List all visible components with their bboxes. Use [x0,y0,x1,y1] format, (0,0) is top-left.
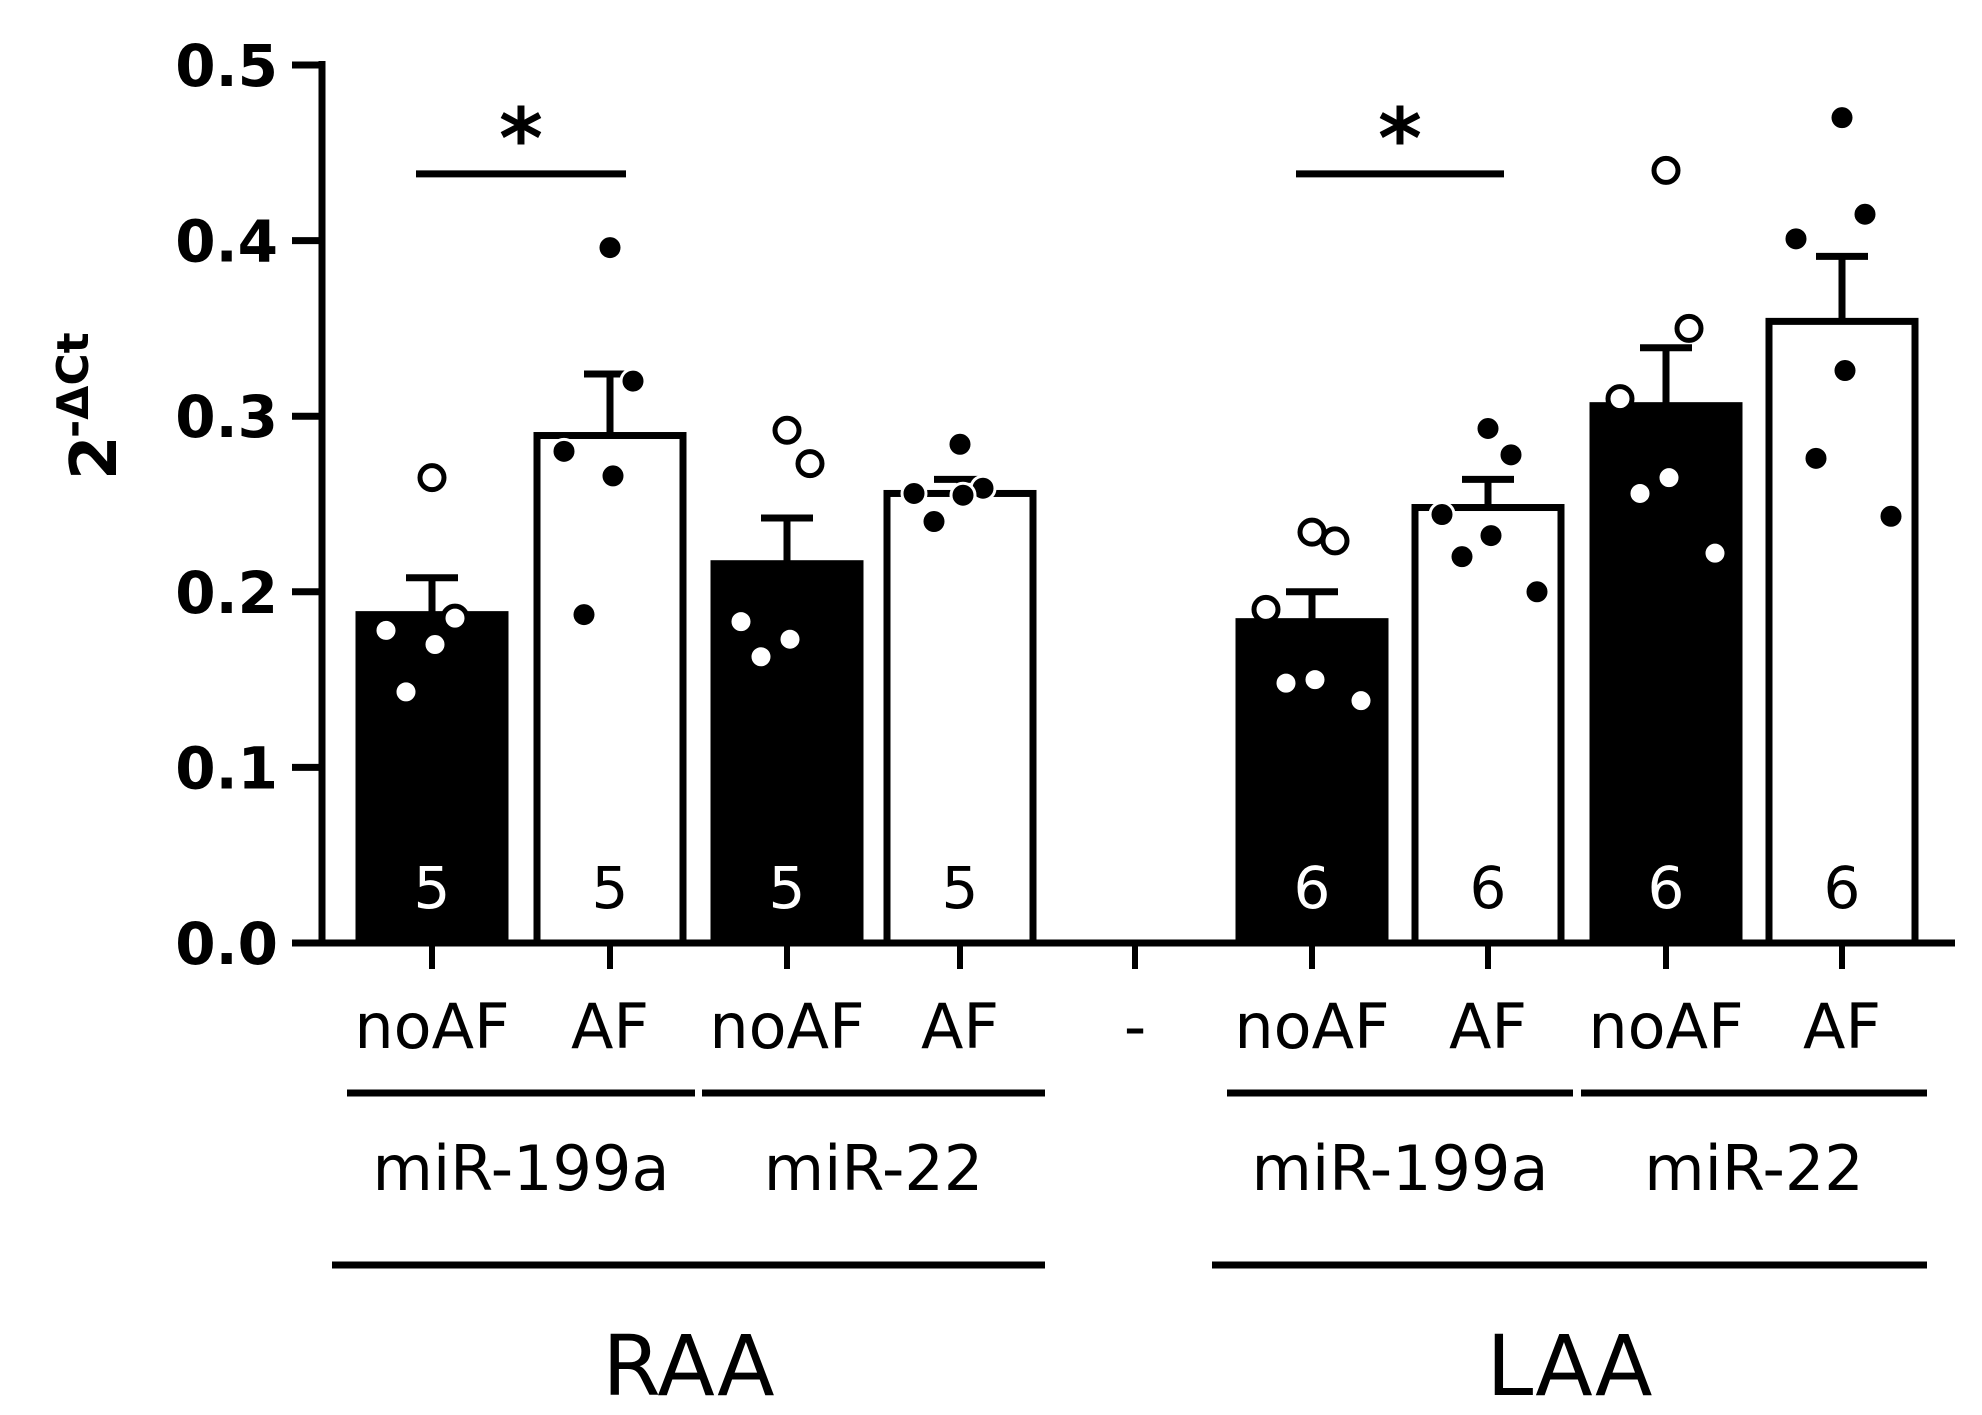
data-point [440,603,470,633]
n-label: 6 [1470,854,1507,922]
y-axis-label-superscript: -ΔCt [48,332,99,438]
data-point [417,463,447,493]
data-point [1271,668,1301,698]
mirna-group-label: miR-199a [373,1132,670,1205]
data-point [1782,225,1810,253]
data-point [596,234,624,262]
data-point [900,479,928,507]
n-label: 6 [1294,854,1331,922]
data-point [772,415,802,445]
y-tick-label: 0.2 [175,559,278,627]
data-point [920,508,948,536]
data-point [1474,414,1502,442]
y-axis-label: 2 -ΔCt [48,332,132,480]
x-category-label: AF [921,990,999,1063]
mirna-group-label: miR-199a [1252,1132,1549,1205]
data-point [1605,384,1635,414]
data-point [391,677,421,707]
x-category-label: AF [1449,990,1527,1063]
n-label: 5 [769,854,806,922]
data-point [1802,444,1830,472]
x-category-label: AF [571,990,649,1063]
data-point [371,615,401,645]
data-point [1654,463,1684,493]
n-label: 5 [592,854,629,922]
data-point [1651,155,1681,185]
n-label: 5 [942,854,979,922]
data-point [1700,538,1730,568]
mirna-group-label: miR-22 [764,1132,983,1205]
data-point [1300,665,1330,695]
data-point [746,642,776,672]
data-point [619,367,647,395]
data-point [1428,501,1456,529]
data-point [795,449,825,479]
y-axis-label-base: 2 [58,435,132,480]
data-point [1831,357,1859,385]
data-point [1448,543,1476,571]
data-point [1346,686,1376,716]
data-point [1523,578,1551,606]
y-tick-label: 0.1 [175,734,278,802]
data-point [1625,478,1655,508]
data-point [1877,502,1905,530]
significance-star: * [1378,90,1422,188]
data-point [599,462,627,490]
data-point [1828,104,1856,132]
bar [355,611,509,947]
data-point [550,437,578,465]
data-point [946,430,974,458]
data-point [420,629,450,659]
data-point [1320,526,1350,556]
data-point [726,607,756,637]
data-point [1251,594,1281,624]
data-point [775,624,805,654]
data-point [1497,441,1525,469]
data-point [1297,517,1327,547]
n-label: 6 [1824,854,1861,922]
n-label: 5 [414,854,451,922]
region-label: RAA [602,1317,774,1415]
x-category-label: - [1124,990,1146,1063]
bar [1765,317,1919,947]
data-point [570,601,598,629]
bar [1589,402,1743,947]
region-label: LAA [1487,1317,1653,1415]
x-category-label: noAF [1588,990,1743,1063]
significance-star: * [499,90,543,188]
x-category-label: noAF [709,990,864,1063]
y-tick-label: 0.3 [175,383,278,451]
mirna-group-label: miR-22 [1644,1132,1863,1205]
y-tick-label: 0.0 [175,910,278,978]
data-point [1674,313,1704,343]
y-tick-label: 0.4 [175,208,278,276]
x-category-label: noAF [354,990,509,1063]
x-category-label: AF [1803,990,1881,1063]
data-point [1851,200,1879,228]
x-category-label: noAF [1234,990,1389,1063]
n-label: 6 [1648,854,1685,922]
data-point [1477,522,1505,550]
data-point [949,481,977,509]
y-tick-label: 0.5 [175,32,278,100]
